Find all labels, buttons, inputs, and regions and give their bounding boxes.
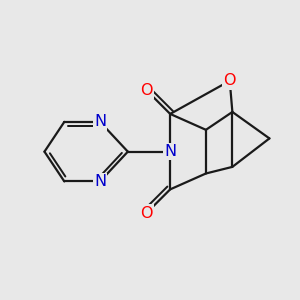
Text: O: O	[224, 74, 236, 88]
Text: N: N	[94, 114, 106, 129]
Text: N: N	[164, 144, 176, 159]
Text: O: O	[140, 82, 153, 98]
Text: O: O	[140, 206, 153, 221]
Text: N: N	[94, 174, 106, 189]
